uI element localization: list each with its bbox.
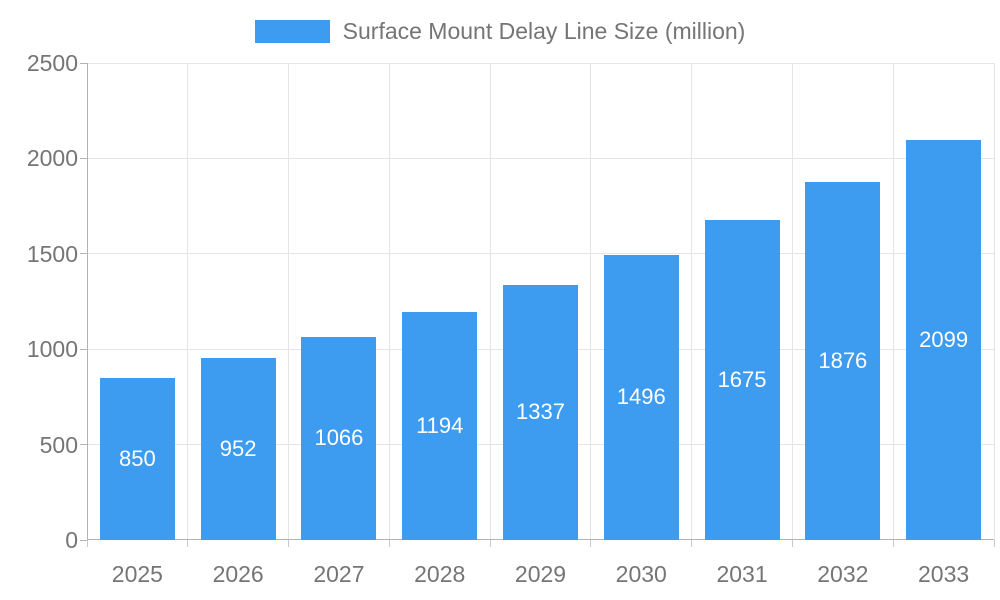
y-axis-label: 0 xyxy=(65,527,78,553)
y-axis-label: 1000 xyxy=(26,336,78,363)
gridline-vertical xyxy=(993,63,995,540)
x-axis-label: 2030 xyxy=(615,561,667,587)
bar[interactable] xyxy=(402,312,478,540)
x-axis-tick xyxy=(691,540,693,547)
x-axis-tick xyxy=(590,540,592,547)
y-axis-label: 2500 xyxy=(26,50,78,76)
y-axis-tick xyxy=(80,444,87,446)
x-axis-tick xyxy=(489,540,491,547)
gridline-vertical xyxy=(791,63,793,540)
bar[interactable] xyxy=(301,336,377,540)
bar-value-label: 1337 xyxy=(516,399,565,425)
y-axis-tick xyxy=(80,348,87,350)
legend-item[interactable]: Surface Mount Delay Line Size (million) xyxy=(0,18,1000,45)
bar[interactable] xyxy=(704,220,780,540)
gridline-horizontal xyxy=(87,157,994,159)
bar[interactable] xyxy=(805,182,881,540)
x-axis-tick xyxy=(892,540,894,547)
bar-value-label: 1876 xyxy=(818,348,868,374)
y-axis-tick xyxy=(80,62,87,64)
x-axis-tick xyxy=(388,540,390,547)
gridline-vertical xyxy=(691,63,693,540)
x-axis-label: 2027 xyxy=(313,561,365,587)
bar[interactable] xyxy=(603,254,679,540)
gridline-horizontal xyxy=(87,62,994,64)
x-axis-tick xyxy=(86,540,88,547)
bar-value-label: 1675 xyxy=(717,367,767,393)
legend-label: Surface Mount Delay Line Size (million) xyxy=(342,18,746,44)
x-axis-label: 2033 xyxy=(918,561,970,587)
x-axis-tick xyxy=(791,540,793,547)
gridline-vertical xyxy=(892,63,894,540)
x-axis-label: 2026 xyxy=(212,561,264,587)
bar[interactable] xyxy=(99,377,175,540)
y-axis-label: 1500 xyxy=(26,240,78,267)
x-axis-tick xyxy=(187,540,189,547)
bar-value-label: 850 xyxy=(119,445,156,471)
bar[interactable] xyxy=(503,284,578,540)
bar-value-label: 952 xyxy=(219,436,257,462)
x-axis-label: 2031 xyxy=(716,561,768,587)
bar[interactable] xyxy=(200,358,276,540)
plot-area: 850 952 1066 1194 1337 1496 1675 1876 2099 xyxy=(87,62,995,540)
x-axis-label: 2025 xyxy=(111,561,163,587)
bar-value-label: 2099 xyxy=(919,326,969,352)
legend-swatch xyxy=(254,20,330,43)
x-axis-label: 2029 xyxy=(514,561,567,587)
x-axis-tick xyxy=(993,540,995,547)
x-axis-label: 2028 xyxy=(414,561,466,587)
x-axis-label: 2032 xyxy=(817,561,869,587)
bar[interactable] xyxy=(906,139,982,540)
x-axis-tick xyxy=(288,540,290,547)
y-axis-label: 2000 xyxy=(26,145,78,172)
gridline-vertical xyxy=(288,63,290,540)
gridline-vertical xyxy=(187,63,189,540)
y-axis-line xyxy=(87,63,88,540)
gridline-vertical xyxy=(590,63,592,540)
y-axis-tick xyxy=(80,253,87,255)
bar-value-label: 1194 xyxy=(416,413,464,439)
bar-value-label: 1496 xyxy=(616,384,666,410)
y-axis-tick xyxy=(80,539,87,541)
y-axis-tick xyxy=(80,157,87,159)
gridline-horizontal xyxy=(87,253,994,255)
y-axis-label: 500 xyxy=(39,431,78,458)
gridline-vertical xyxy=(489,63,491,540)
gridline-vertical xyxy=(388,63,390,540)
bar-value-label: 1066 xyxy=(314,425,364,451)
